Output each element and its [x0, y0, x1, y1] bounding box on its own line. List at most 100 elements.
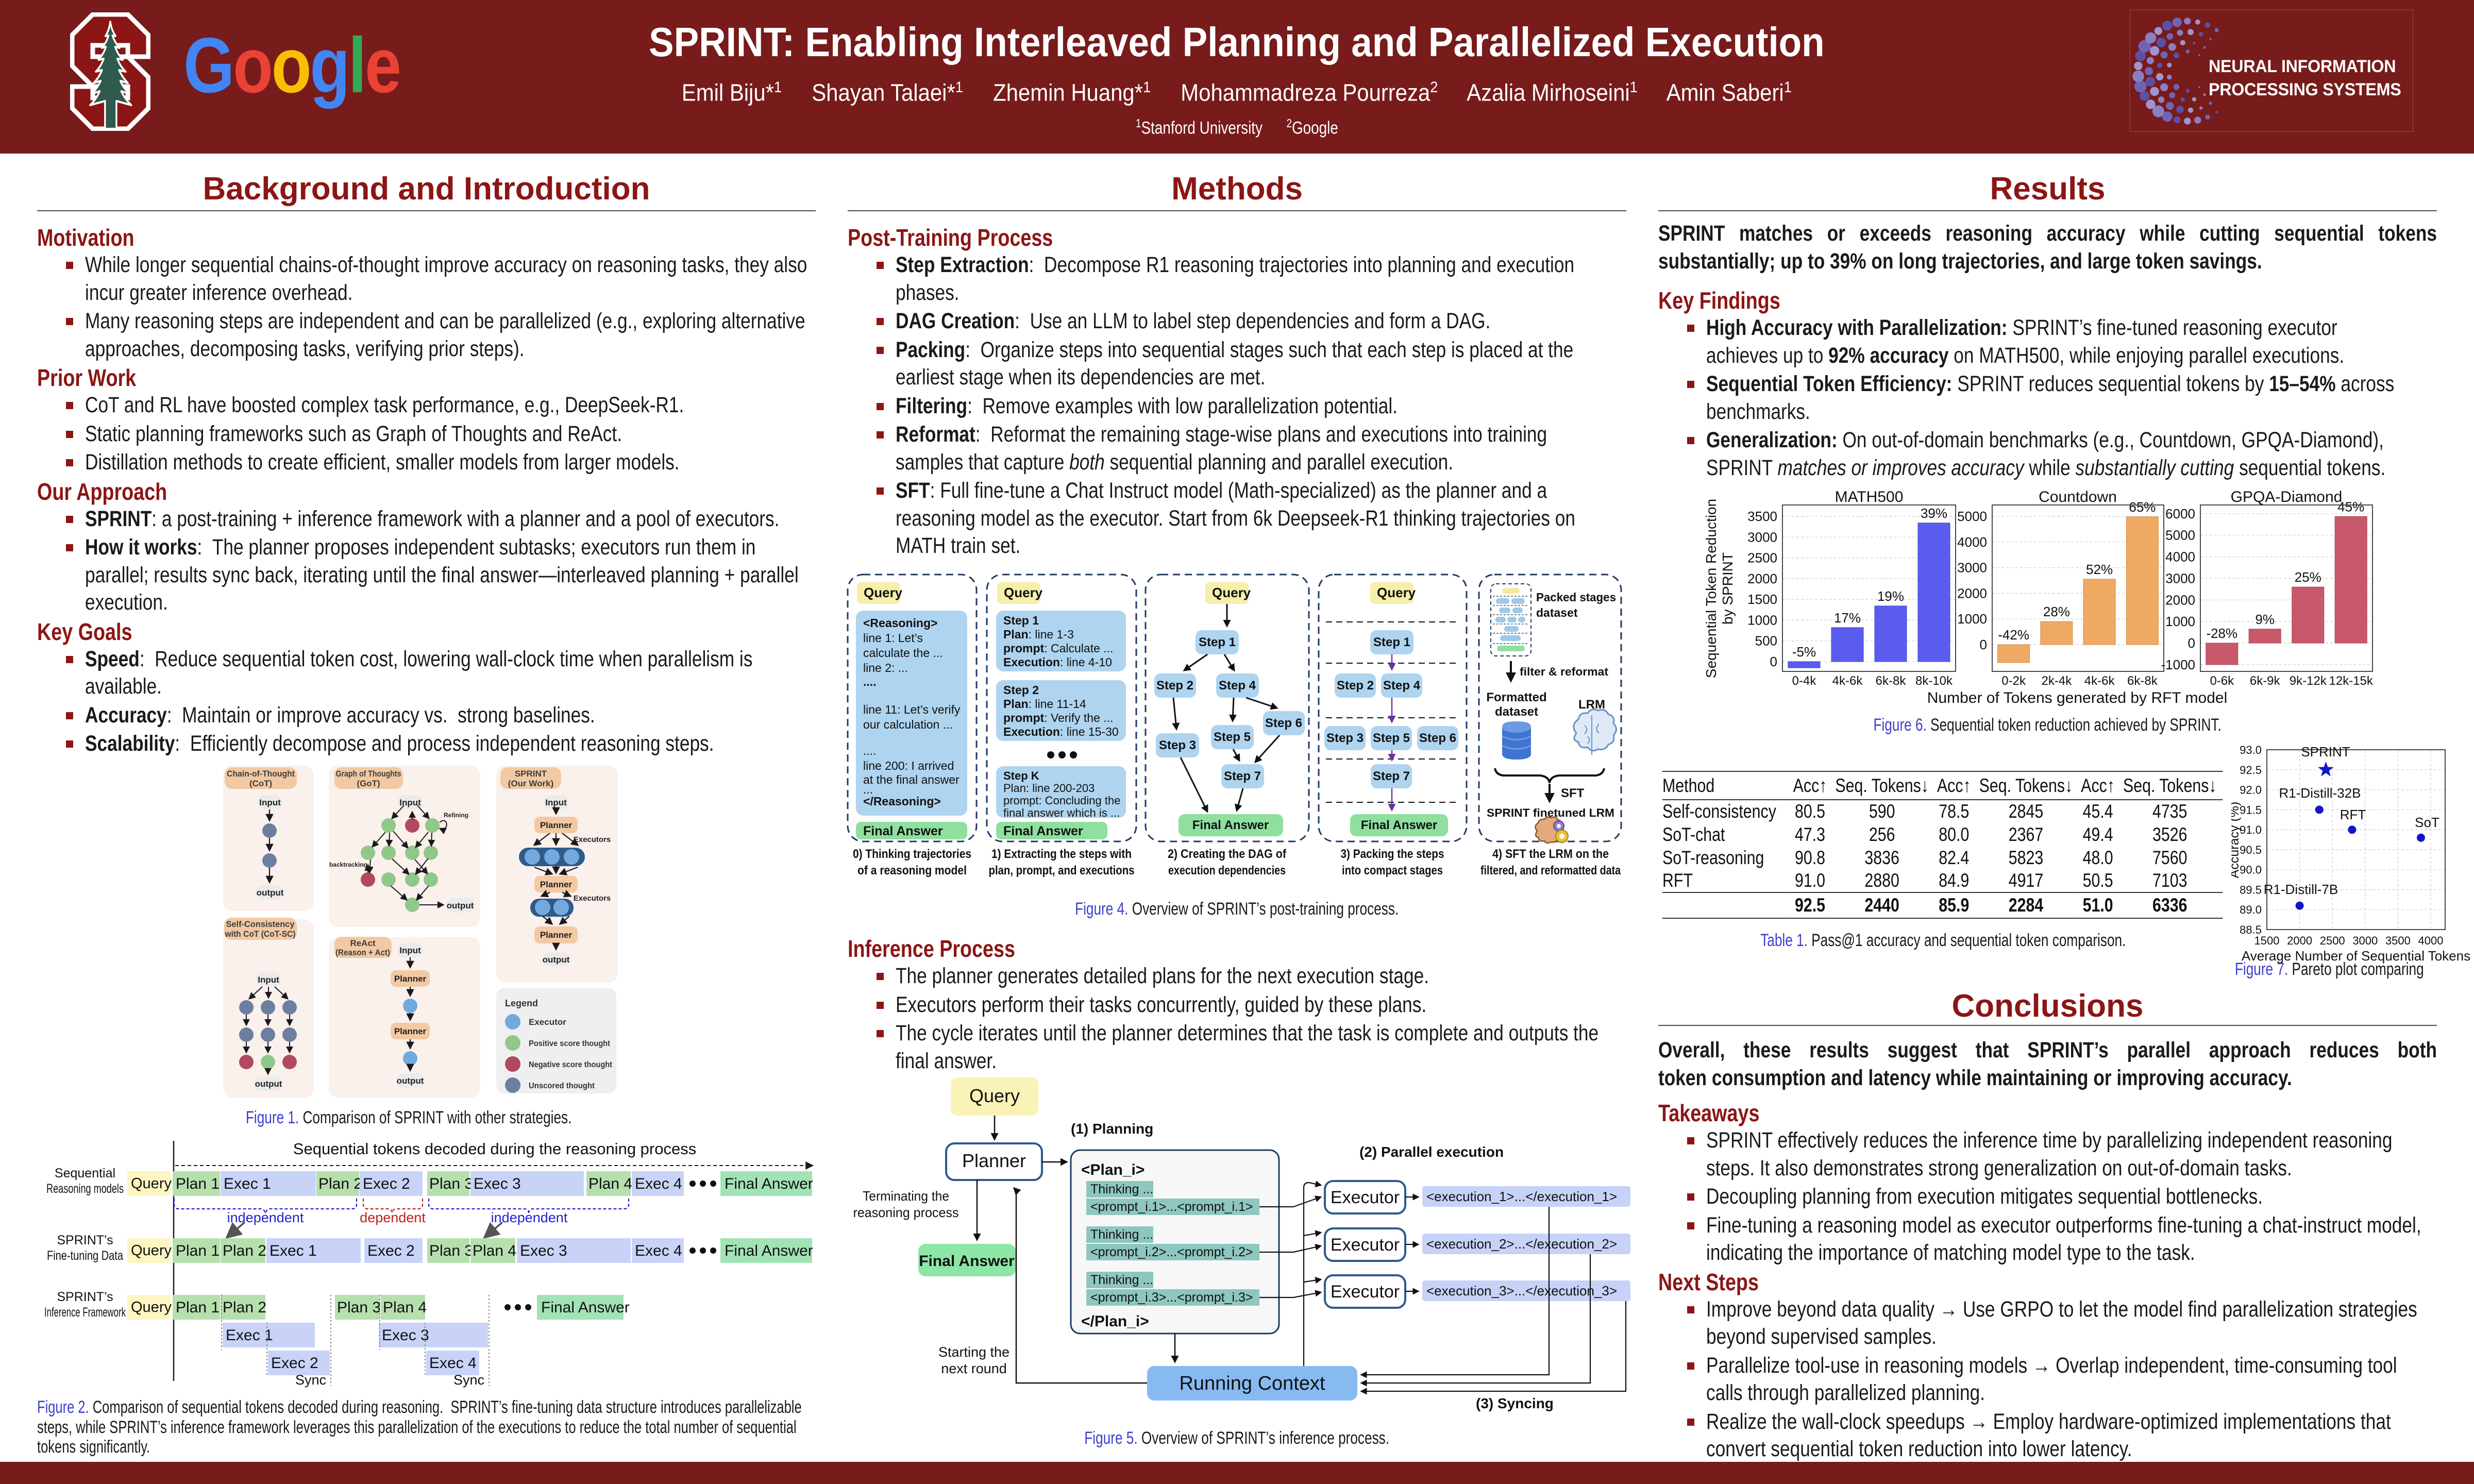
- svg-text:Step 2: Step 2: [1156, 679, 1193, 693]
- svg-text:<execution_3>...</execution_3>: <execution_3>...</execution_3>: [1426, 1283, 1617, 1298]
- svg-text:1500: 1500: [2254, 934, 2280, 947]
- svg-text:....: ....: [863, 675, 877, 688]
- svg-text:91.0: 91.0: [2240, 823, 2262, 836]
- svg-text:91.5: 91.5: [2240, 803, 2262, 816]
- svg-text:with CoT (CoT-SC): with CoT (CoT-SC): [225, 929, 296, 939]
- svg-text:-28%: -28%: [2206, 626, 2237, 641]
- svg-text:Query: Query: [1212, 585, 1251, 600]
- svg-text:into compact stages: into compact stages: [1342, 864, 1443, 878]
- svg-text:Final Answer: Final Answer: [863, 824, 943, 838]
- svg-text:Plan: line 11-14: Plan: line 11-14: [1003, 697, 1086, 711]
- svg-text:Plan 4: Plan 4: [473, 1242, 516, 1259]
- svg-text:Packed stages: Packed stages: [1536, 591, 1616, 604]
- svg-text:Chain-of-Thought: Chain-of-Thought: [227, 769, 295, 779]
- svg-text:SFT: SFT: [1561, 786, 1585, 800]
- svg-text:6k-8k: 6k-8k: [2127, 674, 2158, 688]
- svg-text:1000: 1000: [1957, 611, 1987, 627]
- svg-text:6k-8k: 6k-8k: [1876, 674, 1907, 688]
- svg-text:(3) Syncing: (3) Syncing: [1476, 1395, 1554, 1411]
- svg-text:Query: Query: [864, 585, 903, 600]
- svg-text:Planner: Planner: [394, 1026, 427, 1036]
- svg-text:Step 1: Step 1: [1003, 614, 1039, 627]
- svg-text:90.5: 90.5: [2240, 844, 2262, 856]
- svg-text:Plan 2: Plan 2: [223, 1242, 266, 1259]
- svg-text:<prompt_i.1>...<prompt_i.1>: <prompt_i.1>...<prompt_i.1>: [1090, 1200, 1253, 1214]
- svg-text:Planner: Planner: [394, 974, 427, 984]
- svg-text:5000: 5000: [1957, 509, 1987, 524]
- svg-text:Step 7: Step 7: [1373, 769, 1410, 783]
- svg-text:Self-Consistency: Self-Consistency: [226, 919, 295, 929]
- svg-text:3500: 3500: [2385, 934, 2411, 947]
- svg-text:(CoT): (CoT): [249, 779, 272, 788]
- svg-text:2500: 2500: [2320, 934, 2345, 947]
- svg-text:Sequential Token Reduction: Sequential Token Reduction: [1703, 499, 1719, 678]
- svg-text:R1-Distill-7B: R1-Distill-7B: [2264, 882, 2338, 897]
- svg-text:2500: 2500: [1747, 550, 1777, 566]
- svg-text:Step 4: Step 4: [1219, 679, 1256, 693]
- svg-text:Planner: Planner: [540, 880, 573, 889]
- svg-text:Input: Input: [399, 946, 421, 955]
- svg-text:Step 2: Step 2: [1337, 679, 1374, 693]
- svg-text:Exec 4: Exec 4: [635, 1242, 682, 1259]
- svg-text:Plan 3: Plan 3: [429, 1242, 473, 1259]
- svg-text:<prompt_i.2>...<prompt_i.2>: <prompt_i.2>...<prompt_i.2>: [1090, 1245, 1253, 1259]
- svg-text:-42%: -42%: [1998, 627, 2029, 643]
- svg-text:52%: 52%: [2086, 562, 2113, 577]
- svg-text:<execution_2>...</execution_2>: <execution_2>...</execution_2>: [1426, 1236, 1617, 1252]
- svg-text:0: 0: [1980, 637, 1987, 652]
- svg-text:our calculation ...: our calculation ...: [863, 718, 953, 731]
- svg-text:9%: 9%: [2255, 612, 2275, 627]
- svg-text:Countdown: Countdown: [2039, 491, 2117, 505]
- svg-text:GPQA-Diamond: GPQA-Diamond: [2231, 491, 2343, 505]
- svg-text:Input: Input: [259, 798, 281, 807]
- svg-text:Step 6: Step 6: [1419, 731, 1456, 745]
- svg-text:prompt: Concluding the: prompt: Concluding the: [1003, 794, 1120, 807]
- svg-text:6k-9k: 6k-9k: [2250, 674, 2281, 688]
- svg-text:plan, prompt, and executions: plan, prompt, and executions: [989, 864, 1135, 878]
- svg-text:45%: 45%: [2337, 499, 2364, 514]
- svg-text:line 200: I arrived: line 200: I arrived: [863, 759, 954, 772]
- svg-text:Executor: Executor: [1331, 1282, 1400, 1302]
- svg-text:Step 3: Step 3: [1326, 731, 1364, 745]
- svg-text:Execution: line 4-10: Execution: line 4-10: [1003, 655, 1112, 669]
- svg-text:Thinking ...: Thinking ...: [1090, 1182, 1153, 1196]
- svg-text:dataset: dataset: [1495, 705, 1538, 719]
- svg-text:-5%: -5%: [1792, 644, 1816, 660]
- svg-text:Exec 2: Exec 2: [271, 1355, 318, 1372]
- svg-text:SPRINT’s: SPRINT’s: [57, 1290, 113, 1304]
- svg-text:Query: Query: [131, 1242, 172, 1259]
- svg-text:3000: 3000: [2352, 934, 2378, 947]
- svg-text:6000: 6000: [2165, 506, 2195, 521]
- svg-text:Plan 1: Plan 1: [176, 1242, 220, 1259]
- svg-text:65%: 65%: [2129, 499, 2156, 515]
- svg-text:Input: Input: [545, 798, 567, 807]
- svg-text:Accuracy (%): Accuracy (%): [2231, 802, 2242, 879]
- svg-text:RFT: RFT: [2340, 807, 2366, 822]
- svg-text:Plan 4: Plan 4: [383, 1299, 427, 1316]
- svg-text:filtered, and reformatted data: filtered, and reformatted data: [1480, 864, 1621, 878]
- svg-text:Graph of Thoughts: Graph of Thoughts: [336, 769, 401, 779]
- svg-text:Unscored thought: Unscored thought: [529, 1082, 595, 1090]
- svg-text:Thinking ...: Thinking ...: [1090, 1227, 1153, 1242]
- svg-text:R1-Distill-32B: R1-Distill-32B: [2279, 785, 2361, 801]
- svg-text:Step 5: Step 5: [1373, 731, 1410, 745]
- svg-text:2k-4k: 2k-4k: [2042, 674, 2073, 688]
- svg-text:<Plan_i>: <Plan_i>: [1081, 1161, 1145, 1178]
- svg-text:1) Extracting the steps with: 1) Extracting the steps with: [991, 847, 1132, 861]
- svg-text:3000: 3000: [1747, 529, 1777, 545]
- svg-text:Negative score thought: Negative score thought: [529, 1060, 613, 1069]
- svg-text:2) Creating the DAG of: 2) Creating the DAG of: [1168, 847, 1287, 861]
- svg-text:(Our Work): (Our Work): [508, 779, 553, 788]
- svg-text:output: output: [257, 888, 284, 898]
- svg-text:execution dependencies: execution dependencies: [1168, 864, 1286, 878]
- svg-text:line 11: Let’s verify: line 11: Let’s verify: [863, 703, 961, 716]
- svg-text:0-4k: 0-4k: [1792, 674, 1817, 688]
- svg-text:2000: 2000: [2165, 592, 2195, 608]
- svg-text:Step 5: Step 5: [1214, 730, 1251, 744]
- svg-text:of a reasoning model: of a reasoning model: [857, 864, 967, 878]
- svg-text:Step 1: Step 1: [1199, 635, 1236, 649]
- svg-text:(Reason + Act): (Reason + Act): [335, 948, 390, 957]
- svg-text:Reasoning models: Reasoning models: [46, 1182, 124, 1196]
- svg-text:output: output: [447, 901, 474, 910]
- svg-text:1500: 1500: [1747, 592, 1777, 607]
